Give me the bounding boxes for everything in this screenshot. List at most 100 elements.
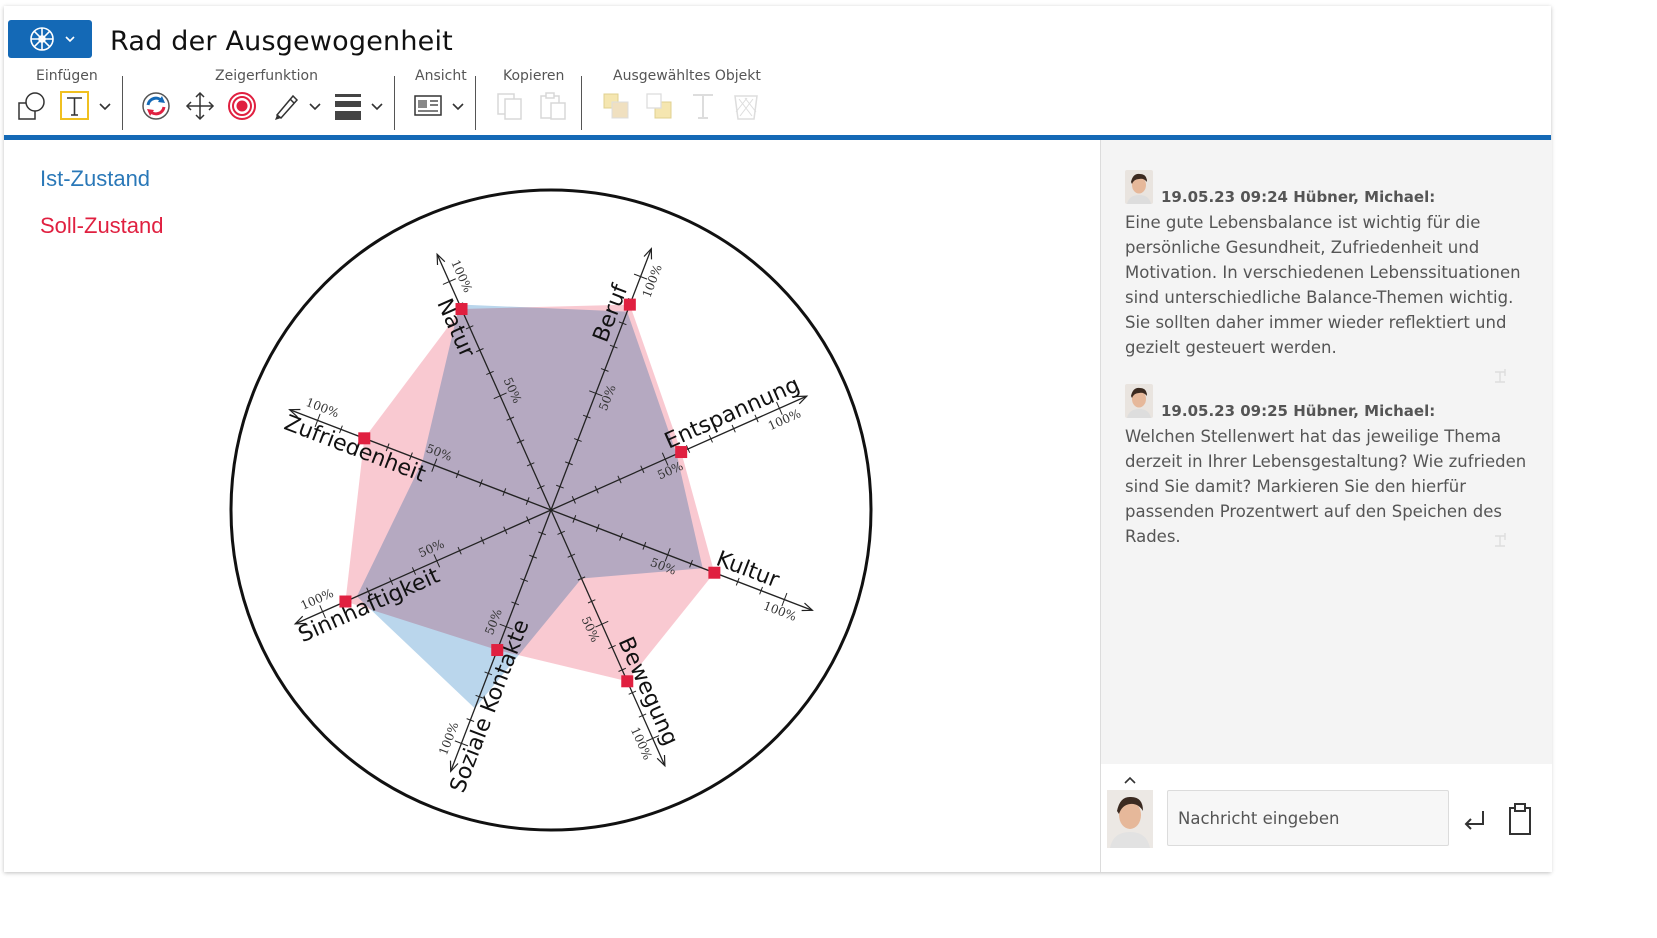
copy-button[interactable]	[494, 90, 526, 127]
avatar	[1125, 384, 1153, 418]
axis-arrow	[796, 395, 809, 405]
axis-tick	[480, 536, 485, 545]
paste-icon	[540, 92, 566, 120]
document-title: Rad der Ausgewogenheit	[110, 26, 453, 57]
whiteboard-canvas[interactable]: Ist-Zustand Soll-Zustand 50% 100% Beruf 50%…	[4, 140, 1100, 872]
soll-marker[interactable]	[621, 675, 634, 688]
target-marker-button[interactable]	[226, 90, 258, 127]
chat-input-area	[1101, 764, 1552, 872]
axis-line	[436, 253, 552, 511]
axis-tick	[628, 690, 637, 695]
clipboard-icon[interactable]	[1507, 802, 1533, 841]
delete-object-button[interactable]	[730, 90, 762, 127]
app-menu-button[interactable]	[8, 20, 92, 58]
axis-tick	[366, 587, 371, 596]
pen-options-dropdown[interactable]	[308, 100, 322, 118]
axis-tick	[536, 485, 545, 490]
axis-tick	[339, 425, 343, 434]
legend-ist-label: Ist-Zustand	[40, 166, 151, 191]
axis-tick	[409, 452, 413, 461]
chevron-down-icon	[99, 103, 111, 111]
soll-marker[interactable]	[623, 298, 636, 311]
ribbon-divider	[4, 135, 1551, 140]
axis-arrow	[436, 252, 446, 265]
axis-tick	[520, 578, 529, 582]
axis-tick	[466, 718, 475, 722]
chevron-down-icon	[65, 36, 75, 43]
ribbon-separator	[122, 76, 123, 130]
axis-arrow	[656, 755, 666, 768]
pen-button[interactable]	[269, 90, 301, 127]
axis-tick	[479, 479, 483, 488]
axis-tick	[431, 458, 438, 472]
axis-tick	[633, 273, 648, 280]
send-enter-icon[interactable]	[1461, 808, 1487, 839]
line-width-dropdown[interactable]	[370, 100, 384, 118]
axis-tick	[776, 401, 783, 415]
axis-tick	[589, 390, 603, 397]
quote-reply-icon[interactable]	[1491, 530, 1511, 555]
axis-tick	[664, 548, 671, 562]
wheel-outline	[229, 188, 873, 832]
axis-label: Kultur	[713, 547, 784, 594]
balance-wheel-chart[interactable]: 50%100%Beruf50%100%Entspannung50%100%Kul…	[4, 140, 1100, 872]
soll-marker[interactable]	[358, 432, 371, 445]
message-text: Eine gute Lebensbalance ist wichtig für …	[1125, 213, 1521, 357]
soll-marker[interactable]	[339, 595, 352, 608]
legend-soll-label: Soll-Zustand	[40, 213, 164, 238]
wheel-icon	[30, 27, 54, 51]
soll-marker[interactable]	[455, 303, 468, 316]
bring-to-front-button[interactable]	[600, 90, 632, 127]
chevron-up-icon[interactable]	[1123, 772, 1137, 790]
axis-tick	[433, 554, 441, 568]
axis-tick	[595, 620, 609, 628]
view-button[interactable]	[412, 90, 444, 127]
axis-line	[550, 509, 813, 611]
soll-marker[interactable]	[675, 446, 688, 459]
axis-tick	[594, 485, 599, 494]
pen-icon	[275, 94, 299, 120]
axis-tick	[475, 348, 484, 353]
axis-tick	[319, 605, 326, 619]
series-area-soll-zustand	[345, 304, 715, 682]
app-window: Rad der Ausgewogenheit Einfügen Zeigerfu…	[4, 6, 1552, 872]
axis-arrow	[449, 760, 459, 773]
avatar	[1107, 790, 1153, 848]
insert-text-button[interactable]	[59, 90, 91, 127]
axis-tick	[618, 321, 627, 326]
quote-reply-icon[interactable]	[1491, 366, 1511, 391]
axis-tick	[389, 577, 394, 586]
edit-text-object-button[interactable]	[687, 90, 719, 127]
chevron-down-icon	[452, 103, 464, 111]
axis-tick	[587, 599, 596, 604]
message-text: Welchen Stellenwert hat das jeweilige Th…	[1125, 427, 1527, 546]
tick-label-100: 100%	[766, 406, 803, 433]
refresh-button[interactable]	[140, 90, 172, 127]
axis-tick	[526, 462, 535, 467]
axis-tick	[567, 553, 576, 558]
axis-tick	[529, 554, 537, 559]
insert-options-dropdown[interactable]	[98, 100, 112, 118]
move-button[interactable]	[184, 90, 216, 127]
line-width-button[interactable]	[332, 90, 364, 127]
axis-arrow	[801, 602, 814, 612]
axis-tick	[502, 488, 507, 496]
message-input[interactable]	[1167, 790, 1449, 846]
axis-tick	[731, 424, 736, 433]
paste-button[interactable]	[537, 90, 569, 127]
group-label-ausgewaehltes-objekt: Ausgewähltes Objekt	[613, 68, 761, 84]
message-meta: 19.05.23 09:24 Hübner, Michael:	[1161, 188, 1436, 206]
soll-marker[interactable]	[491, 644, 504, 657]
soll-marker[interactable]	[708, 566, 721, 579]
send-to-back-button[interactable]	[643, 90, 675, 127]
axis-tick	[617, 475, 622, 484]
message-meta: 19.05.23 09:25 Hübner, Michael:	[1161, 402, 1436, 420]
axis-arrow	[288, 408, 301, 418]
axis-tick	[484, 671, 493, 676]
view-dropdown[interactable]	[451, 100, 465, 118]
axis-tick	[618, 667, 627, 672]
axis-tick	[493, 392, 507, 400]
insert-shape-button[interactable]	[16, 90, 48, 127]
axis-arrow	[293, 615, 306, 625]
axis-tick	[506, 416, 515, 421]
